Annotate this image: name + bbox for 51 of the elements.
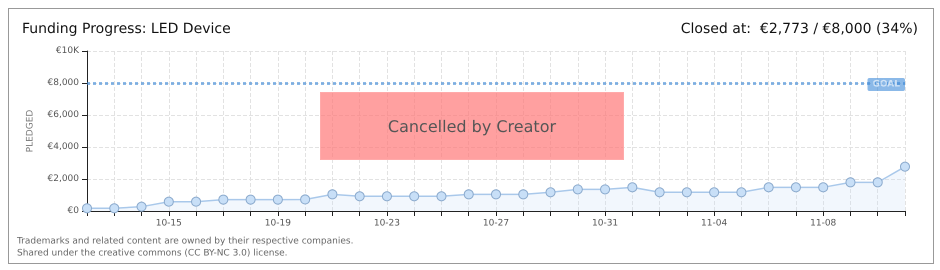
point	[546, 187, 556, 198]
point	[654, 187, 665, 198]
point	[354, 191, 365, 202]
x-tick-label: 11-04	[701, 218, 728, 228]
chart-subtitle: Closed at: €2,773 / €8,000 (34%)	[680, 21, 918, 37]
point	[218, 194, 228, 205]
x-tick-label: 10-27	[482, 218, 510, 228]
text: Shared under the creative commons (CC BY-NC 3.0) license.	[17, 248, 288, 258]
point	[872, 177, 883, 188]
point	[491, 189, 501, 200]
point	[409, 191, 420, 202]
y-tick-label: €6,000	[48, 110, 80, 120]
chart-title: Funding Progress: LED Device	[22, 21, 231, 37]
y-tick-label: €8,000	[48, 78, 80, 88]
point	[682, 187, 692, 198]
x-tick-label: 11-08	[810, 218, 837, 228]
text: Trademarks and related content are owned by their respective companies.	[16, 236, 354, 246]
point	[300, 194, 310, 204]
point	[382, 191, 392, 202]
point	[464, 189, 474, 200]
y-axis-title: PLEDGED	[26, 110, 36, 152]
y-tick-label: €2,000	[48, 174, 80, 184]
x-tick-label: 10-15	[156, 218, 182, 228]
point	[436, 191, 446, 202]
x-tick-label: 10-23	[374, 218, 400, 228]
point	[627, 182, 638, 192]
cancelled-stamp: Cancelled by Creator	[320, 92, 624, 160]
point	[272, 194, 283, 205]
point	[736, 187, 746, 198]
point	[136, 202, 147, 212]
point	[790, 182, 801, 192]
x-tick-label: 10-19	[264, 218, 292, 228]
y-tick-label: €0	[68, 206, 80, 216]
point	[572, 184, 583, 194]
y-tick-label: €10K	[56, 46, 80, 56]
point	[845, 177, 856, 188]
y-tick-label: €4,000	[48, 142, 80, 152]
point	[109, 203, 120, 214]
point	[764, 182, 774, 192]
point	[191, 196, 202, 207]
point	[82, 203, 92, 214]
point	[709, 187, 720, 198]
point	[900, 162, 910, 172]
point	[600, 184, 610, 194]
point	[818, 182, 828, 192]
point	[246, 194, 256, 205]
x-tick-label: 10-31	[592, 218, 618, 228]
point	[518, 189, 528, 200]
point	[327, 189, 338, 200]
ref-line-label: GOAL	[872, 80, 900, 90]
point	[164, 196, 174, 207]
